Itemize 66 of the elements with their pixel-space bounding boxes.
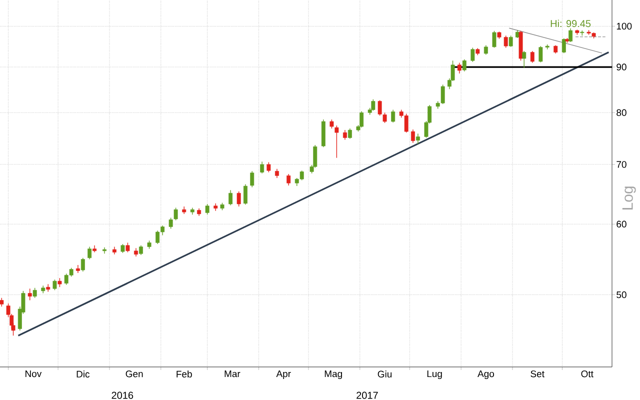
candlestick: [80, 258, 85, 272]
candlestick: [391, 109, 396, 123]
candlestick: [102, 247, 106, 254]
candlestick: [522, 50, 526, 68]
candlestick: [126, 242, 130, 253]
candlestick: [462, 59, 466, 72]
candlestick: [504, 35, 508, 48]
text: 2016: [112, 392, 134, 399]
candlestick: [371, 98, 376, 112]
candlestick: [52, 279, 57, 291]
candlestick: [174, 207, 178, 221]
candlestick: [538, 46, 543, 63]
x-tick-label: Ago: [478, 370, 494, 380]
candlestick: [411, 129, 415, 144]
x-tick-label: Set: [530, 370, 544, 378]
candlestick: [205, 204, 210, 215]
x-tick-label: Feb: [176, 370, 192, 378]
candlestick: [32, 288, 37, 298]
x-tick-label: Nov: [26, 370, 42, 378]
candlestick: [266, 162, 271, 173]
candlestick: [343, 130, 347, 140]
y-tick-label: 90: [616, 64, 626, 70]
candlestick: [275, 168, 279, 178]
candlestick: [250, 170, 254, 188]
y-axis-title: Log: [622, 186, 636, 210]
y-tick-label: 70: [616, 161, 626, 168]
x-tick-label: Mar: [224, 370, 240, 378]
candlestick: [28, 288, 32, 301]
y-tick-label: 60: [616, 220, 626, 228]
text: 2017: [356, 392, 378, 399]
candlestick: [416, 133, 420, 144]
candlestick: [76, 264, 80, 274]
candlestick: [530, 50, 534, 64]
annotation: Hi: 99.45: [550, 20, 591, 28]
candlestick: [492, 30, 496, 48]
candlestick: [348, 128, 352, 140]
candlestick: [334, 125, 339, 158]
candlestick: [508, 35, 513, 48]
x-tick-label: Apr: [276, 370, 291, 380]
x-tick-label: Lug: [427, 370, 442, 380]
candlestick: [382, 112, 387, 124]
candlestick: [228, 190, 233, 206]
x-tick-label: Gen: [126, 370, 143, 378]
x-tick-label: Mag: [324, 370, 342, 380]
candlestick: [562, 38, 566, 54]
candlestick: [58, 278, 62, 288]
candlestick: [168, 217, 173, 230]
candlestick: [470, 47, 475, 62]
candlestick: [236, 191, 241, 207]
y-tick-label: 50: [616, 291, 626, 298]
candlestick: [92, 245, 97, 253]
candlestick: [457, 62, 462, 74]
x-tick-label: Ott: [581, 370, 594, 378]
candlestick: [88, 246, 92, 260]
candlestick: [260, 161, 264, 174]
candlestick: [484, 44, 488, 56]
x-tick-label: Dic: [76, 370, 90, 378]
candlestick: [139, 245, 143, 256]
candlestick: [568, 28, 573, 42]
y-tick-label: 80: [616, 109, 626, 116]
candlestick: [286, 174, 291, 186]
y-tick-label: 100: [616, 22, 632, 30]
candlestick: [243, 184, 248, 205]
candlestick: [378, 100, 382, 116]
candlestick: [360, 110, 364, 128]
x-tick-label: Giu: [378, 370, 392, 378]
